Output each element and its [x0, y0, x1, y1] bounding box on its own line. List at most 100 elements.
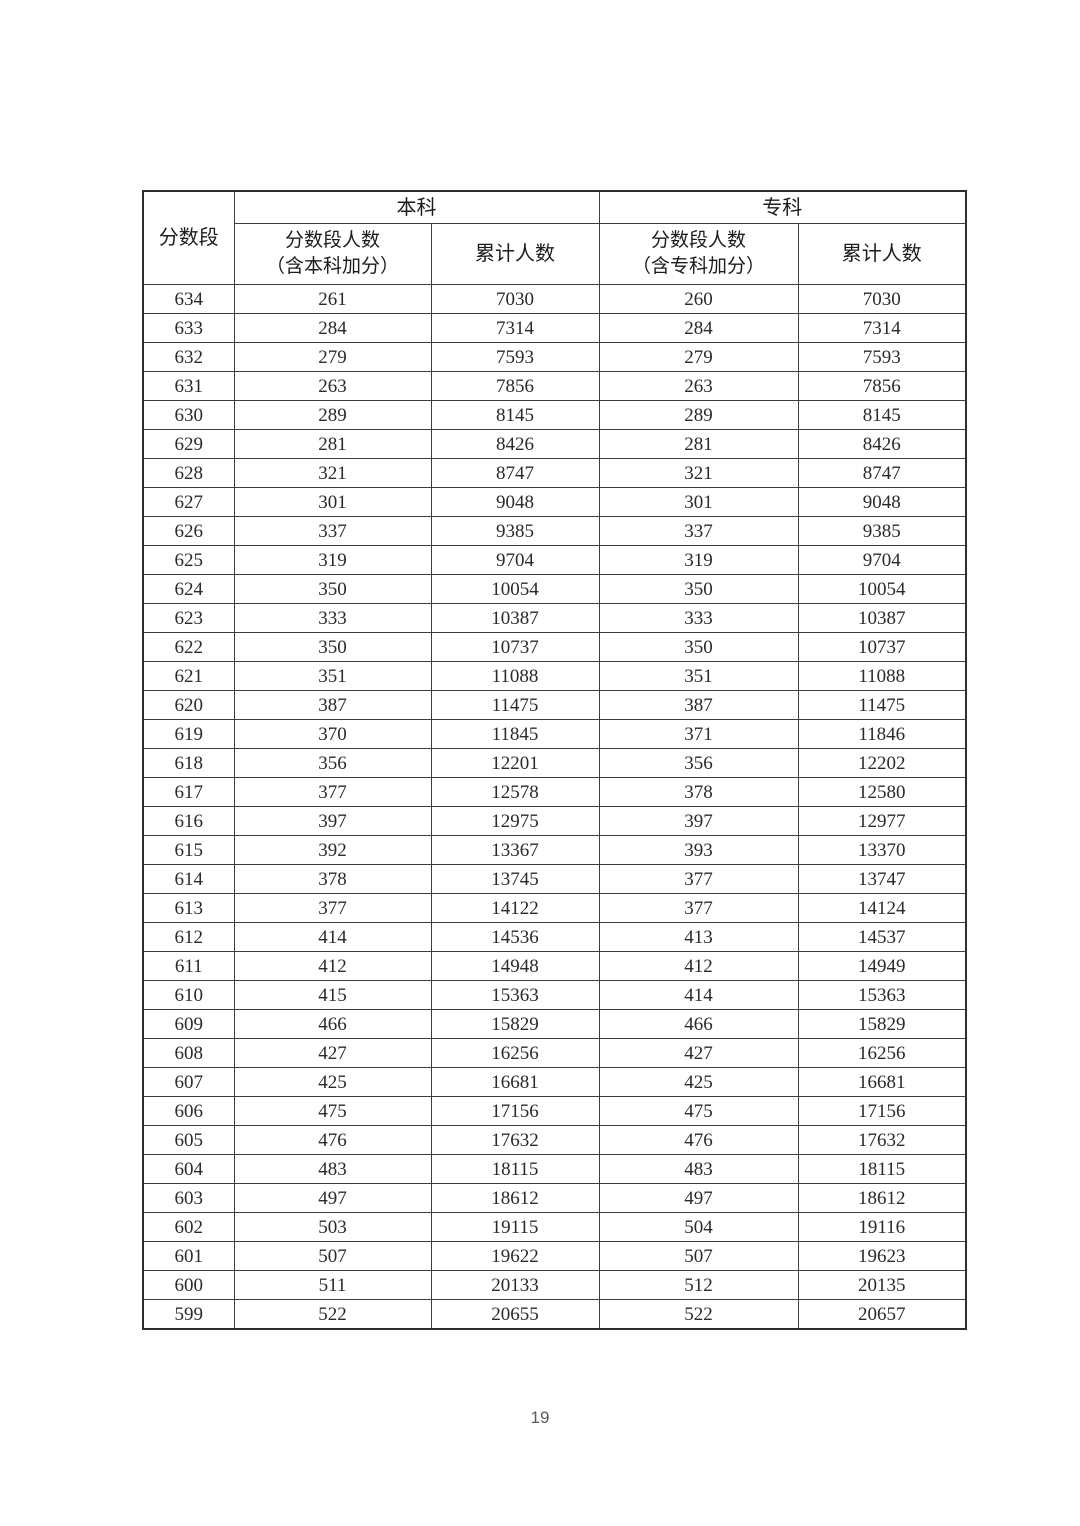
benke-cumulative-cell: 13745 [430, 864, 600, 894]
table-row: 621 351 11088 351 11088 [142, 661, 967, 691]
score-segment-cell: 629 [142, 429, 235, 459]
score-segment-cell: 634 [142, 284, 235, 314]
header-zhuanke-group: 专科 [598, 190, 967, 224]
table-row: 613 377 14122 377 14124 [142, 893, 967, 923]
zhuanke-cumulative-cell: 19623 [797, 1241, 967, 1271]
benke-count-cell: 289 [233, 400, 432, 430]
score-segment-cell: 601 [142, 1241, 235, 1271]
score-segment-cell: 625 [142, 545, 235, 575]
benke-cumulative-cell: 8747 [430, 458, 600, 488]
benke-count-cell: 356 [233, 748, 432, 778]
zhuanke-cumulative-cell: 11088 [797, 661, 967, 691]
zhuanke-cumulative-cell: 18115 [797, 1154, 967, 1184]
table-row: 619 370 11845 371 11846 [142, 719, 967, 749]
benke-cumulative-cell: 14122 [430, 893, 600, 923]
zhuanke-count-cell: 413 [598, 922, 799, 952]
score-segment-cell: 609 [142, 1009, 235, 1039]
score-segment-cell: 610 [142, 980, 235, 1010]
score-segment-cell: 617 [142, 777, 235, 807]
zhuanke-cumulative-cell: 7030 [797, 284, 967, 314]
header-benke-cumulative: 累计人数 [430, 223, 600, 285]
benke-cumulative-cell: 11845 [430, 719, 600, 749]
zhuanke-cumulative-cell: 12977 [797, 806, 967, 836]
zhuanke-cumulative-cell: 8747 [797, 458, 967, 488]
zhuanke-count-cell: 497 [598, 1183, 799, 1213]
table-row: 615 392 13367 393 13370 [142, 835, 967, 865]
zhuanke-count-cell: 356 [598, 748, 799, 778]
zhuanke-count-cell: 350 [598, 632, 799, 662]
zhuanke-count-cell: 512 [598, 1270, 799, 1300]
zhuanke-count-cell: 263 [598, 371, 799, 401]
header-benke-count-line2: （含本科加分） [265, 256, 399, 277]
score-segment-cell: 628 [142, 458, 235, 488]
benke-cumulative-cell: 11475 [430, 690, 600, 720]
table-row: 623 333 10387 333 10387 [142, 603, 967, 633]
benke-count-cell: 377 [233, 893, 432, 923]
benke-cumulative-cell: 8426 [430, 429, 600, 459]
zhuanke-count-cell: 337 [598, 516, 799, 546]
table-row: 607 425 16681 425 16681 [142, 1067, 967, 1097]
benke-count-cell: 497 [233, 1183, 432, 1213]
score-segment-cell: 611 [142, 951, 235, 981]
table-row: 617 377 12578 378 12580 [142, 777, 967, 807]
table-row: 627 301 9048 301 9048 [142, 487, 967, 517]
table-row: 609 466 15829 466 15829 [142, 1009, 967, 1039]
score-segment-cell: 631 [142, 371, 235, 401]
zhuanke-count-cell: 350 [598, 574, 799, 604]
zhuanke-count-cell: 301 [598, 487, 799, 517]
benke-count-cell: 284 [233, 313, 432, 343]
zhuanke-cumulative-cell: 17632 [797, 1125, 967, 1155]
benke-count-cell: 261 [233, 284, 432, 314]
score-segment-cell: 599 [142, 1299, 235, 1330]
benke-cumulative-cell: 12975 [430, 806, 600, 836]
benke-count-cell: 425 [233, 1067, 432, 1097]
table-row: 622 350 10737 350 10737 [142, 632, 967, 662]
table-row: 618 356 12201 356 12202 [142, 748, 967, 778]
zhuanke-count-cell: 289 [598, 400, 799, 430]
zhuanke-count-cell: 333 [598, 603, 799, 633]
benke-cumulative-cell: 7856 [430, 371, 600, 401]
zhuanke-cumulative-cell: 7314 [797, 313, 967, 343]
zhuanke-count-cell: 412 [598, 951, 799, 981]
benke-count-cell: 319 [233, 545, 432, 575]
benke-cumulative-cell: 20655 [430, 1299, 600, 1330]
benke-cumulative-cell: 10054 [430, 574, 600, 604]
score-segment-cell: 603 [142, 1183, 235, 1213]
zhuanke-count-cell: 427 [598, 1038, 799, 1068]
zhuanke-cumulative-cell: 13370 [797, 835, 967, 865]
benke-count-cell: 415 [233, 980, 432, 1010]
table-row: 631 263 7856 263 7856 [142, 371, 967, 401]
zhuanke-cumulative-cell: 14124 [797, 893, 967, 923]
benke-cumulative-cell: 10737 [430, 632, 600, 662]
header-zhuanke-count-line1: 分数段人数 [650, 230, 746, 252]
zhuanke-count-cell: 377 [598, 893, 799, 923]
zhuanke-cumulative-cell: 10054 [797, 574, 967, 604]
benke-count-cell: 476 [233, 1125, 432, 1155]
score-segment-cell: 615 [142, 835, 235, 865]
zhuanke-count-cell: 466 [598, 1009, 799, 1039]
benke-count-cell: 263 [233, 371, 432, 401]
benke-count-cell: 412 [233, 951, 432, 981]
benke-count-cell: 350 [233, 632, 432, 662]
benke-count-cell: 475 [233, 1096, 432, 1126]
zhuanke-cumulative-cell: 10737 [797, 632, 967, 662]
benke-count-cell: 522 [233, 1299, 432, 1330]
zhuanke-count-cell: 475 [598, 1096, 799, 1126]
header-zhuanke-count: 分数段人数 （含专科加分） [598, 223, 799, 285]
zhuanke-count-cell: 522 [598, 1299, 799, 1330]
table-row: 610 415 15363 414 15363 [142, 980, 967, 1010]
benke-cumulative-cell: 19622 [430, 1241, 600, 1271]
zhuanke-count-cell: 279 [598, 342, 799, 372]
zhuanke-cumulative-cell: 15363 [797, 980, 967, 1010]
table-row: 630 289 8145 289 8145 [142, 400, 967, 430]
benke-cumulative-cell: 8145 [430, 400, 600, 430]
zhuanke-cumulative-cell: 12580 [797, 777, 967, 807]
benke-count-cell: 337 [233, 516, 432, 546]
benke-count-cell: 466 [233, 1009, 432, 1039]
zhuanke-cumulative-cell: 19116 [797, 1212, 967, 1242]
score-segment-cell: 613 [142, 893, 235, 923]
zhuanke-count-cell: 425 [598, 1067, 799, 1097]
benke-cumulative-cell: 7593 [430, 342, 600, 372]
benke-cumulative-cell: 10387 [430, 603, 600, 633]
